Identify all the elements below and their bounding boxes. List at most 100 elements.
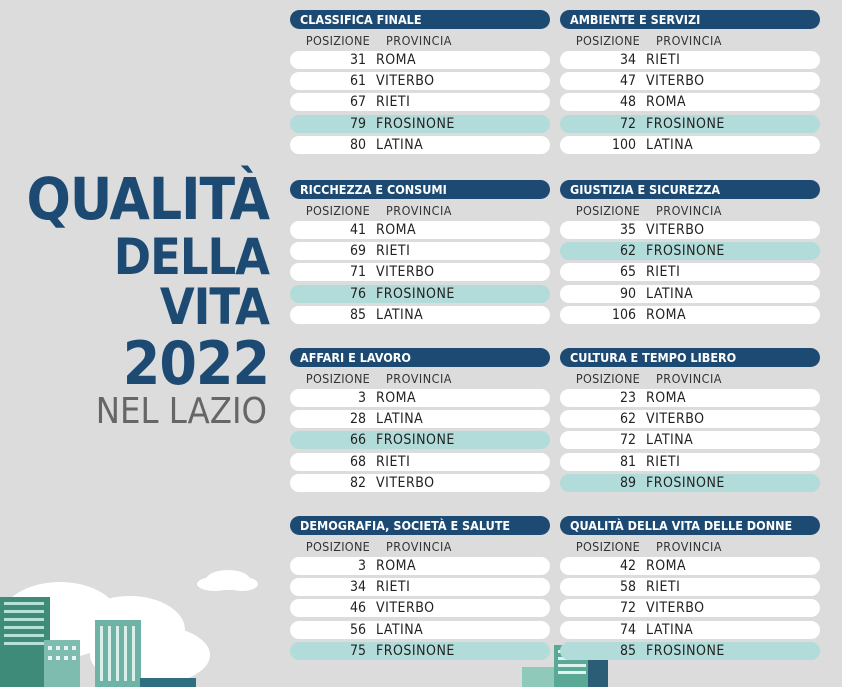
rank-position: 3 — [357, 390, 366, 406]
province-name: ROMA — [376, 558, 417, 574]
panel-title: CLASSIFICA FINALE — [290, 10, 550, 29]
province-name: RIETI — [376, 94, 411, 111]
rank-position: 34 — [349, 579, 366, 596]
rank-position: 41 — [349, 222, 366, 238]
province-name: LATINA — [646, 136, 694, 153]
ranking-panel: DEMOGRAFIA, SOCIETÀ E SALUTE POSIZIONE PRO… — [290, 516, 550, 663]
column-header-row: POSIZIONE PROVINCIA — [560, 367, 820, 389]
rank-position: 71 — [349, 264, 366, 281]
rank-position: 79 — [349, 115, 366, 132]
column-header-row: POSIZIONE PROVINCIA — [290, 535, 550, 557]
table-row: 48 ROMA — [560, 93, 820, 112]
rank-position: 100 — [611, 136, 636, 153]
table-row: 23 ROMA — [560, 389, 820, 407]
column-header-row: POSIZIONE PROVINCIA — [560, 199, 820, 221]
province-name: VITERBO — [646, 73, 705, 90]
province-name: VITERBO — [376, 600, 435, 617]
ranking-panel: AFFARI E LAVORO POSIZIONE PROVINCIA 3 ROMA 28… — [290, 348, 550, 495]
rank-position: 34 — [619, 52, 636, 68]
table-row: 72 VITERBO — [560, 599, 820, 618]
rank-position: 81 — [619, 453, 636, 470]
ranking-panel: GIUSTIZIA E SICUREZZA POSIZIONE PROVINCIA 3… — [560, 180, 820, 327]
rank-position: 85 — [349, 306, 366, 323]
column-header-row: POSIZIONE PROVINCIA — [290, 199, 550, 221]
column-header-province: PROVINCIA — [656, 32, 722, 48]
panel-title: QUALITÀ DELLA VITA DELLE DONNE — [560, 516, 820, 535]
rank-position: 69 — [349, 243, 366, 260]
table-row: 46 VITERBO — [290, 599, 550, 618]
table-row: 100 LATINA — [560, 135, 820, 154]
column-header-position: POSIZIONE — [305, 538, 371, 554]
column-header-position: POSIZIONE — [305, 202, 371, 218]
province-name: RIETI — [646, 264, 681, 281]
headline-region: NEL LAZIO — [95, 391, 267, 432]
province-name: ROMA — [646, 390, 687, 406]
province-name: RIETI — [646, 579, 681, 596]
panel-title: DEMOGRAFIA, SOCIETÀ E SALUTE — [290, 516, 550, 535]
province-name: LATINA — [376, 621, 424, 638]
table-row-highlighted: 66 FROSINONE — [290, 431, 550, 450]
table-row-highlighted: 76 FROSINONE — [290, 284, 550, 303]
table-row: 90 LATINA — [560, 284, 820, 303]
table-row: 71 VITERBO — [290, 263, 550, 282]
province-name: ROMA — [376, 52, 417, 68]
table-row: 81 RIETI — [560, 452, 820, 471]
rank-position: 74 — [619, 621, 636, 638]
table-row-highlighted: 62 FROSINONE — [560, 242, 820, 261]
rank-position: 31 — [349, 52, 366, 68]
province-name: VITERBO — [376, 474, 435, 491]
rank-position: 72 — [619, 115, 636, 132]
ranking-panel: AMBIENTE E SERVIZI POSIZIONE PROVINCIA 34 RI… — [560, 10, 820, 157]
table-row: 3 ROMA — [290, 389, 550, 407]
rank-position: 56 — [349, 621, 366, 638]
province-name: ROMA — [646, 306, 687, 323]
province-name: ROMA — [646, 94, 687, 111]
rank-position: 47 — [619, 73, 636, 90]
column-header-position: POSIZIONE — [305, 370, 371, 386]
table-row-highlighted: 79 FROSINONE — [290, 114, 550, 133]
province-name: VITERBO — [646, 411, 705, 428]
rank-position: 28 — [349, 411, 366, 428]
province-name: FROSINONE — [646, 474, 725, 491]
rank-position: 42 — [619, 558, 636, 574]
province-name: ROMA — [376, 222, 417, 238]
table-row: 41 ROMA — [290, 221, 550, 239]
rank-position: 75 — [349, 642, 366, 659]
rank-position: 85 — [619, 642, 636, 659]
headline: QUALITÀ DELLA VITA 2022 NEL LAZIO — [0, 170, 275, 430]
province-name: FROSINONE — [376, 285, 455, 302]
rank-position: 62 — [619, 243, 636, 260]
province-name: LATINA — [376, 306, 424, 323]
province-name: RIETI — [646, 453, 681, 470]
table-row-highlighted: 89 FROSINONE — [560, 473, 820, 492]
province-name: RIETI — [376, 453, 411, 470]
table-row: 72 LATINA — [560, 431, 820, 450]
rank-position: 68 — [349, 453, 366, 470]
province-name: VITERBO — [646, 222, 705, 238]
province-name: VITERBO — [646, 600, 705, 617]
province-name: LATINA — [646, 432, 694, 449]
column-header-province: PROVINCIA — [386, 32, 452, 48]
table-row: 28 LATINA — [290, 410, 550, 429]
table-row: 65 RIETI — [560, 263, 820, 282]
rank-position: 65 — [619, 264, 636, 281]
panel-title: AMBIENTE E SERVIZI — [560, 10, 820, 29]
headline-year: 2022 — [122, 329, 270, 399]
table-row: 58 RIETI — [560, 578, 820, 597]
rank-position: 80 — [349, 136, 366, 153]
table-row: 80 LATINA — [290, 135, 550, 154]
column-header-position: POSIZIONE — [575, 32, 641, 48]
province-name: LATINA — [646, 621, 694, 638]
column-header-province: PROVINCIA — [386, 370, 452, 386]
province-name: ROMA — [646, 558, 687, 574]
column-header-row: POSIZIONE PROVINCIA — [560, 535, 820, 557]
panel-title: RICCHEZZA E CONSUMI — [290, 180, 550, 199]
ranking-panel: RICCHEZZA E CONSUMI POSIZIONE PROVINCIA 41 R… — [290, 180, 550, 327]
column-header-position: POSIZIONE — [575, 538, 641, 554]
table-row: 47 VITERBO — [560, 72, 820, 91]
province-name: RIETI — [376, 243, 411, 260]
panel-title: CULTURA E TEMPO LIBERO — [560, 348, 820, 367]
rank-position: 3 — [357, 558, 366, 574]
province-name: FROSINONE — [376, 642, 455, 659]
table-row: 34 RIETI — [290, 578, 550, 597]
